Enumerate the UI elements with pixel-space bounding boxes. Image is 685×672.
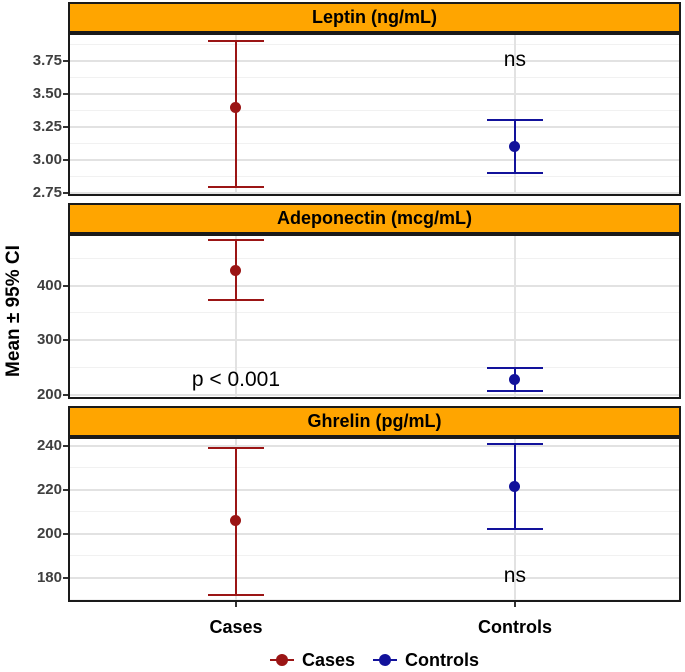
gridline-minor <box>70 110 679 112</box>
gridline-minor <box>70 467 679 469</box>
facet-strip-ghrelin: Ghrelin (pg/mL) <box>68 406 681 437</box>
x-axis-label-controls: Controls <box>478 617 552 637</box>
gridline-vertical-cases <box>234 236 237 397</box>
gridline-vertical-controls <box>513 35 516 194</box>
gridline-major <box>70 532 679 535</box>
gridline-major <box>70 576 679 579</box>
errorbar-lower-cap-controls <box>486 528 543 531</box>
errorbar-lower-cap-controls <box>486 172 543 175</box>
facet-strip-label: Leptin (ng/mL) <box>312 7 437 27</box>
y-tick-label: 3.00 <box>32 151 62 169</box>
gridline-vertical-controls <box>513 236 516 397</box>
legend-item-cases: Cases <box>269 649 356 671</box>
significance-annotation: p < 0.001 <box>191 368 281 392</box>
y-tick-mark <box>63 394 68 397</box>
gridline-minor <box>70 312 679 314</box>
gridline-minor <box>70 555 679 557</box>
y-tick-mark <box>63 92 68 95</box>
mean-point-cases <box>230 101 242 113</box>
gridline-major <box>70 92 679 95</box>
y-tick-mark <box>63 488 68 491</box>
errorbar-upper-cap-cases <box>207 239 264 242</box>
errorbar-lower-cap-cases <box>207 594 264 597</box>
mean-point-controls <box>509 373 521 385</box>
facet-panel-ghrelin: ns <box>68 437 681 602</box>
legend-label-cases: Cases <box>301 649 356 670</box>
y-tick-label: 300 <box>36 331 62 349</box>
errorbar-upper-cap-controls <box>486 119 543 122</box>
errorbar-lower-cap-controls <box>486 389 543 392</box>
y-tick-label: 220 <box>36 480 62 498</box>
facet-panel-adeponectin: p < 0.001 <box>68 234 681 399</box>
y-tick-mark <box>63 576 68 579</box>
x-tick-mark <box>234 602 237 607</box>
facet-strip-leptin: Leptin (ng/mL) <box>68 2 681 33</box>
gridline-major <box>70 284 679 287</box>
significance-annotation: ns <box>503 563 526 587</box>
gridline-minor <box>70 599 679 600</box>
gridline-major <box>70 126 679 129</box>
y-tick-label: 400 <box>36 276 62 294</box>
errorbar-upper-cap-controls <box>486 442 543 445</box>
gridline-minor <box>70 76 679 78</box>
facet-ghrelin: Ghrelin (pg/mL) ns <box>68 406 681 602</box>
errorbar-upper-cap-cases <box>207 447 264 449</box>
y-tick-label: 3.75 <box>32 51 62 69</box>
gridline-minor <box>70 176 679 178</box>
gridline-major <box>70 444 679 447</box>
gridline-minor <box>70 143 679 145</box>
mean-point-cases <box>230 515 242 527</box>
x-axis-label-cases: Cases <box>209 617 263 637</box>
legend-label-controls: Controls <box>405 649 480 670</box>
errorbar-controls-key-icon <box>373 653 398 667</box>
gridline-minor <box>70 511 679 513</box>
significance-annotation: ns <box>503 47 526 71</box>
y-tick-mark <box>63 444 68 447</box>
y-axis-title: Mean ± 95% CI <box>3 245 24 377</box>
gridline-major <box>70 159 679 162</box>
facet-strip-adeponectin: Adeponectin (mcg/mL) <box>68 203 681 234</box>
y-tick-label: 240 <box>36 436 62 454</box>
y-tick-mark <box>63 126 68 129</box>
facet-strip-label: Adeponectin (mcg/mL) <box>276 208 472 228</box>
errorbar-line-cases <box>234 40 237 187</box>
gridline-minor <box>70 43 679 45</box>
y-tick-label: 180 <box>36 568 62 586</box>
legend-item-controls: Controls <box>373 650 479 671</box>
y-tick-mark <box>63 59 68 62</box>
gridline-major <box>70 59 679 62</box>
gridline-minor <box>70 367 679 369</box>
errorbar-cases-key-icon <box>269 653 294 667</box>
errorbar-lower-cap-cases <box>207 185 264 188</box>
y-tick-label: 3.50 <box>32 84 62 102</box>
mean-point-cases <box>230 264 242 276</box>
y-tick-mark <box>63 339 68 342</box>
y-tick-mark <box>63 284 68 287</box>
y-tick-label: 200 <box>36 524 62 542</box>
gridline-minor <box>70 257 679 259</box>
mean-point-controls <box>509 481 521 492</box>
legend: Cases Controls <box>68 648 681 672</box>
y-tick-mark <box>63 532 68 535</box>
facet-strip-label: Ghrelin (pg/mL) <box>307 411 442 431</box>
gridline-major <box>70 192 679 194</box>
y-tick-mark <box>63 192 68 195</box>
mean-point-controls <box>509 141 521 153</box>
gridline-major <box>70 488 679 491</box>
y-tick-mark <box>63 159 68 162</box>
errorbar-lower-cap-cases <box>207 298 264 301</box>
y-tick-label: 200 <box>36 386 62 404</box>
facet-leptin: Leptin (ng/mL) ns <box>68 2 681 196</box>
x-tick-mark <box>513 602 516 607</box>
gridline-major <box>70 339 679 342</box>
gridline-major <box>70 394 679 397</box>
y-tick-label: 2.75 <box>32 184 62 202</box>
y-tick-label: 3.25 <box>32 118 62 136</box>
errorbar-upper-cap-controls <box>486 366 543 369</box>
errorbar-upper-cap-cases <box>207 39 264 42</box>
facet-adeponectin: Adeponectin (mcg/mL) p < 0.001 <box>68 203 681 399</box>
facet-panel-leptin: ns <box>68 33 681 196</box>
